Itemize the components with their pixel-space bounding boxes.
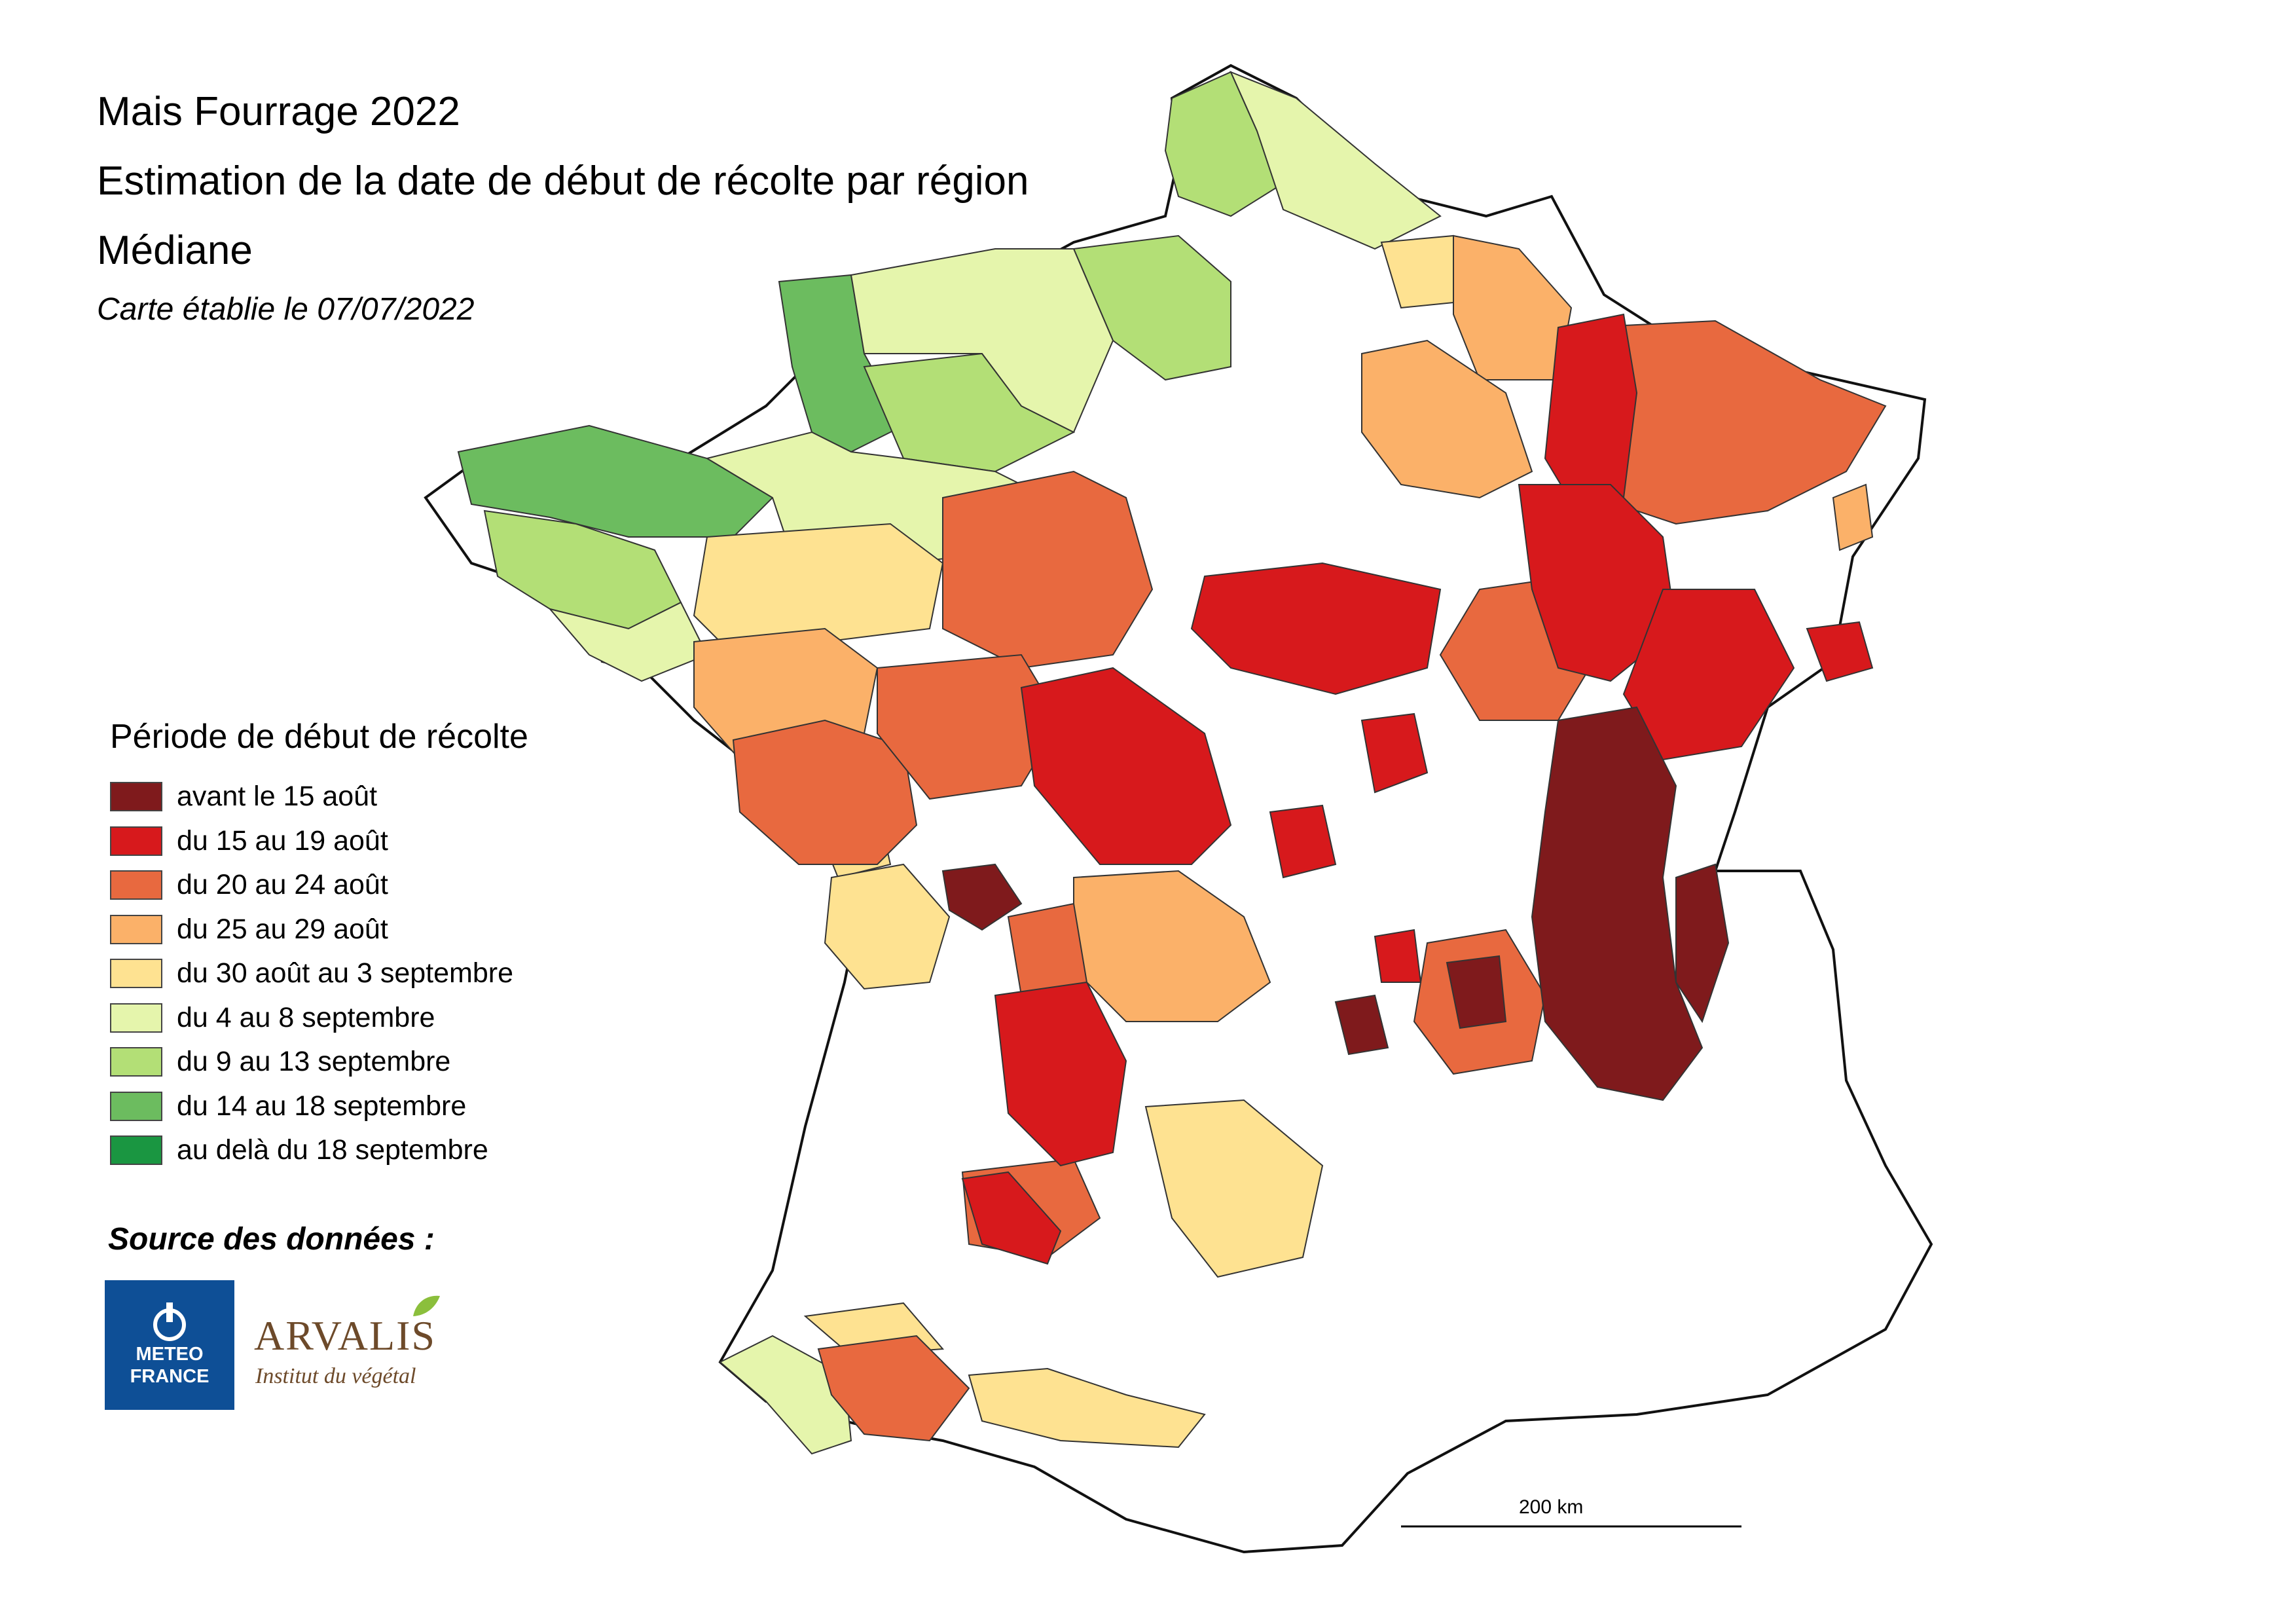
legend-label: du 4 au 8 septembre	[177, 1001, 435, 1033]
legend-label: du 14 au 18 septembre	[177, 1090, 467, 1122]
scale-bar-label: 200 km	[1519, 1496, 1584, 1518]
region-yellow-south-center	[1144, 1099, 1324, 1278]
arvalis-name: ARVALIS	[254, 1312, 436, 1359]
region-red-centre	[1190, 562, 1442, 695]
region-darkred-loire	[1446, 955, 1507, 1029]
legend-label: du 15 au 19 août	[177, 824, 388, 857]
region-darkred-alpes	[1675, 863, 1730, 1024]
region-pale-green-north	[1230, 71, 1442, 250]
legend-swatch	[110, 914, 162, 944]
region-yellow-charente	[824, 863, 951, 990]
region-orange-pyrenees	[817, 1335, 970, 1442]
meteo-france-line2: FRANCE	[130, 1366, 210, 1387]
region-red-lot	[994, 981, 1127, 1167]
legend-swatch	[110, 870, 162, 900]
legend-item: du 9 au 13 septembre	[110, 1040, 528, 1084]
source-label: Source des données :	[108, 1222, 435, 1257]
legend-item: avant le 15 août	[110, 775, 528, 819]
region-orange-poitou	[877, 654, 1062, 800]
legend-label: avant le 15 août	[177, 781, 378, 813]
legend-swatch	[110, 1091, 162, 1121]
leaf-icon	[413, 1295, 440, 1316]
legend-item: au delà du 18 septembre	[110, 1128, 528, 1173]
region-orange-dordogne	[1007, 902, 1088, 997]
region-darkred-ain-savoie	[1531, 706, 1704, 1101]
region-light-orange-marne	[1361, 339, 1533, 499]
legend-swatch	[110, 826, 162, 856]
region-red-franche-comte	[1622, 589, 1795, 761]
region-yellow-loire	[693, 523, 944, 656]
region-darkred-charente	[941, 863, 1023, 931]
region-red-puy	[1374, 929, 1422, 983]
legend-swatch	[110, 782, 162, 812]
meteo-france-icon	[153, 1302, 186, 1341]
arvalis-subtitle: Institut du végétal	[255, 1364, 416, 1388]
legend-label: du 25 au 29 août	[177, 913, 388, 945]
legend-item: du 14 au 18 septembre	[110, 1084, 528, 1129]
map-title: Mais Fourrage 2022	[97, 89, 460, 134]
region-orange-centre	[942, 470, 1154, 669]
legend-label: au delà du 18 septembre	[177, 1134, 488, 1166]
region-red-allier	[1360, 712, 1429, 794]
map-subtitle: Estimation de la date de début de récolt…	[97, 158, 1029, 204]
scale-bar	[1401, 1525, 1741, 1528]
legend-swatch	[110, 959, 162, 989]
region-pale-green-southwest	[719, 1335, 852, 1455]
legend-item: du 20 au 24 août	[110, 863, 528, 908]
region-red-alsace	[1806, 621, 1874, 682]
legend-item: du 4 au 8 septembre	[110, 996, 528, 1041]
region-red-tarn	[961, 1171, 1062, 1265]
legend-swatch	[110, 1047, 162, 1077]
map-date: Carte établie le 07/07/2022	[97, 292, 475, 327]
legend-swatch	[110, 1003, 162, 1033]
region-light-orange-vosges	[1832, 483, 1874, 551]
legend-item: du 25 au 29 août	[110, 908, 528, 952]
region-orange-loire-atlantique	[732, 719, 918, 865]
region-red-indre	[1020, 667, 1232, 865]
legend: Période de début de récolte avant le 15 …	[110, 717, 528, 1173]
legend-label: du 30 août au 3 septembre	[177, 957, 513, 989]
legend-title: Période de début de récolte	[110, 718, 528, 756]
region-yellow-pyrenees-center	[968, 1367, 1206, 1449]
meteo-france-line1: METEO	[136, 1344, 204, 1365]
arvalis-logo: ARVALIS Institut du végétal	[249, 1293, 445, 1398]
meteo-france-logo: METEO FRANCE	[105, 1280, 234, 1410]
legend-swatch	[110, 1135, 162, 1166]
legend-item: du 15 au 19 août	[110, 819, 528, 864]
region-red-nievre	[1269, 804, 1337, 879]
legend-label: du 9 au 13 septembre	[177, 1046, 451, 1078]
legend-label: du 20 au 24 août	[177, 869, 388, 901]
region-pale-green-normandy	[850, 248, 1114, 434]
legend-item: du 30 août au 3 septembre	[110, 951, 528, 996]
region-darkred-cantal	[1334, 994, 1389, 1056]
map-title-block: Mais Fourrage 2022 Estimation de la date…	[97, 77, 1029, 286]
map-statistic: Médiane	[97, 228, 253, 273]
